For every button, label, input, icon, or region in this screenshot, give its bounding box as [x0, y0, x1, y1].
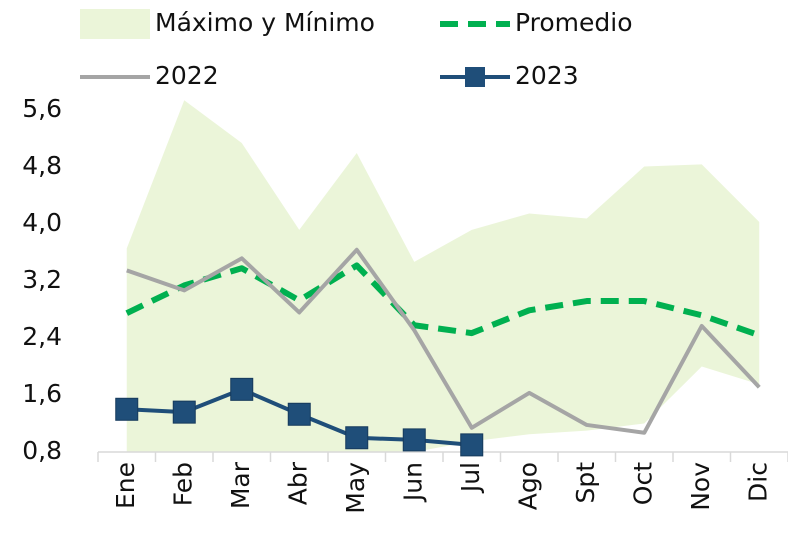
x-tick-label: Jun: [398, 462, 427, 503]
x-tick-label: Oct: [628, 462, 657, 505]
point-marker: [172, 400, 196, 424]
x-tick-label: Dic: [743, 462, 772, 502]
x-tick-label: Ene: [111, 462, 140, 509]
y-tick-label: 1,6: [22, 379, 62, 408]
point-marker: [230, 377, 254, 401]
x-tick-label: Spt: [571, 462, 600, 504]
point-marker: [402, 428, 426, 452]
y-tick-label: 5,6: [22, 94, 62, 123]
x-tick-label: Feb: [168, 462, 197, 506]
y-tick-label: 4,8: [22, 151, 62, 180]
x-tick-label: May: [341, 462, 370, 514]
point-marker: [287, 402, 311, 426]
legend-label: Promedio: [515, 8, 633, 37]
y-tick-label: 0,8: [22, 436, 62, 465]
x-tick-label: Mar: [226, 461, 255, 509]
series-line: [126, 247, 761, 435]
x-tick-label: Nov: [686, 462, 715, 511]
legend-label: Máximo y Mínimo: [155, 8, 375, 37]
min-max-area: [126, 100, 760, 452]
legend-marker: [465, 67, 485, 87]
series-line: [125, 262, 761, 339]
point-marker: [115, 397, 139, 421]
y-tick-label: 3,2: [22, 265, 62, 294]
x-tick-label: Ago: [513, 462, 542, 510]
point-marker: [460, 433, 484, 457]
y-tick-label: 2,4: [22, 322, 62, 351]
point-marker: [345, 426, 369, 450]
legend-label: 2023: [515, 61, 579, 90]
legend-label: 2022: [155, 61, 219, 90]
legend-swatch: [80, 9, 150, 39]
x-tick-label: Abr: [283, 461, 312, 505]
x-tick-label: Jul: [456, 462, 485, 494]
y-tick-label: 4,0: [22, 208, 62, 237]
